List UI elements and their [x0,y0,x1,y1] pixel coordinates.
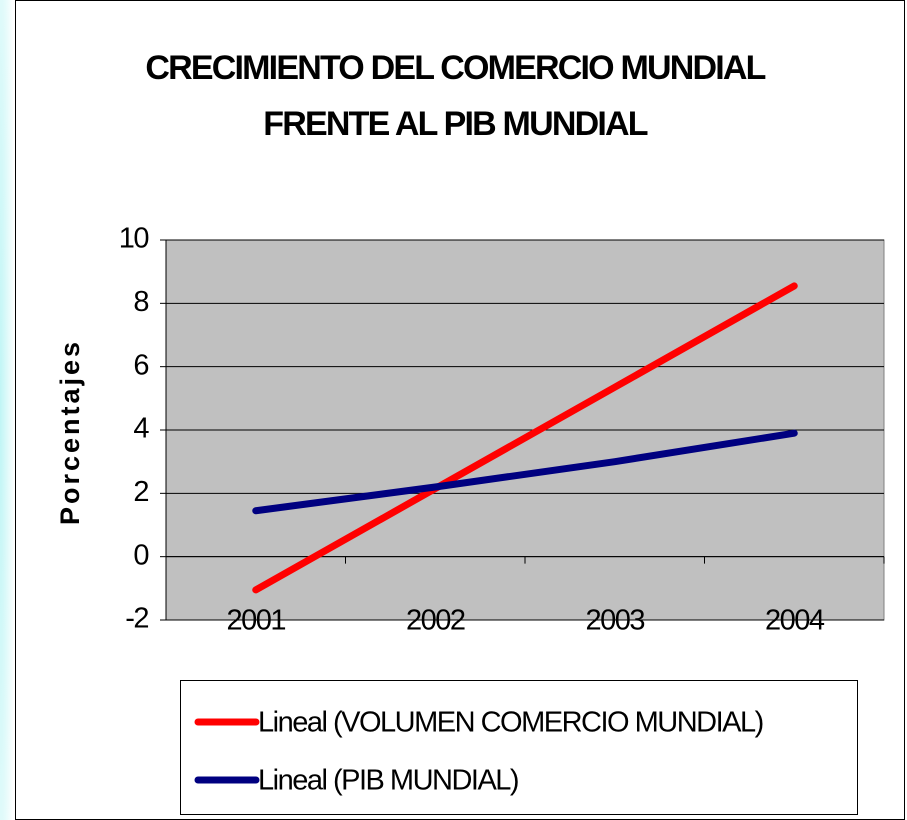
y-tick-label: 10 [119,223,149,255]
legend-label: Lineal (PIB MUNDIAL) [258,765,518,797]
x-tick-label: 2002 [406,605,465,637]
legend-label: Lineal (VOLUMEN COMERCIO MUNDIAL) [258,707,763,739]
x-tick-label: 2001 [226,605,285,637]
y-tick-label: 6 [133,349,148,381]
series-line [252,429,798,515]
y-axis-label: Porcentajes [55,339,85,525]
chart-title: CRECIMIENTO DEL COMERCIO MUNDIAL [145,49,765,87]
x-tick-label: 2004 [765,605,825,637]
chart-title: FRENTE AL PIB MUNDIAL [263,105,647,143]
legend-box [180,680,858,815]
y-tick-label: 8 [133,286,148,318]
y-tick-label: 2 [133,476,148,508]
x-tick-label: 2003 [585,605,644,637]
y-tick-label: 4 [133,413,149,445]
background-decoration [0,0,15,820]
series-line [252,282,798,594]
y-tick-label: -2 [125,603,148,635]
y-tick-label: 0 [133,539,148,571]
